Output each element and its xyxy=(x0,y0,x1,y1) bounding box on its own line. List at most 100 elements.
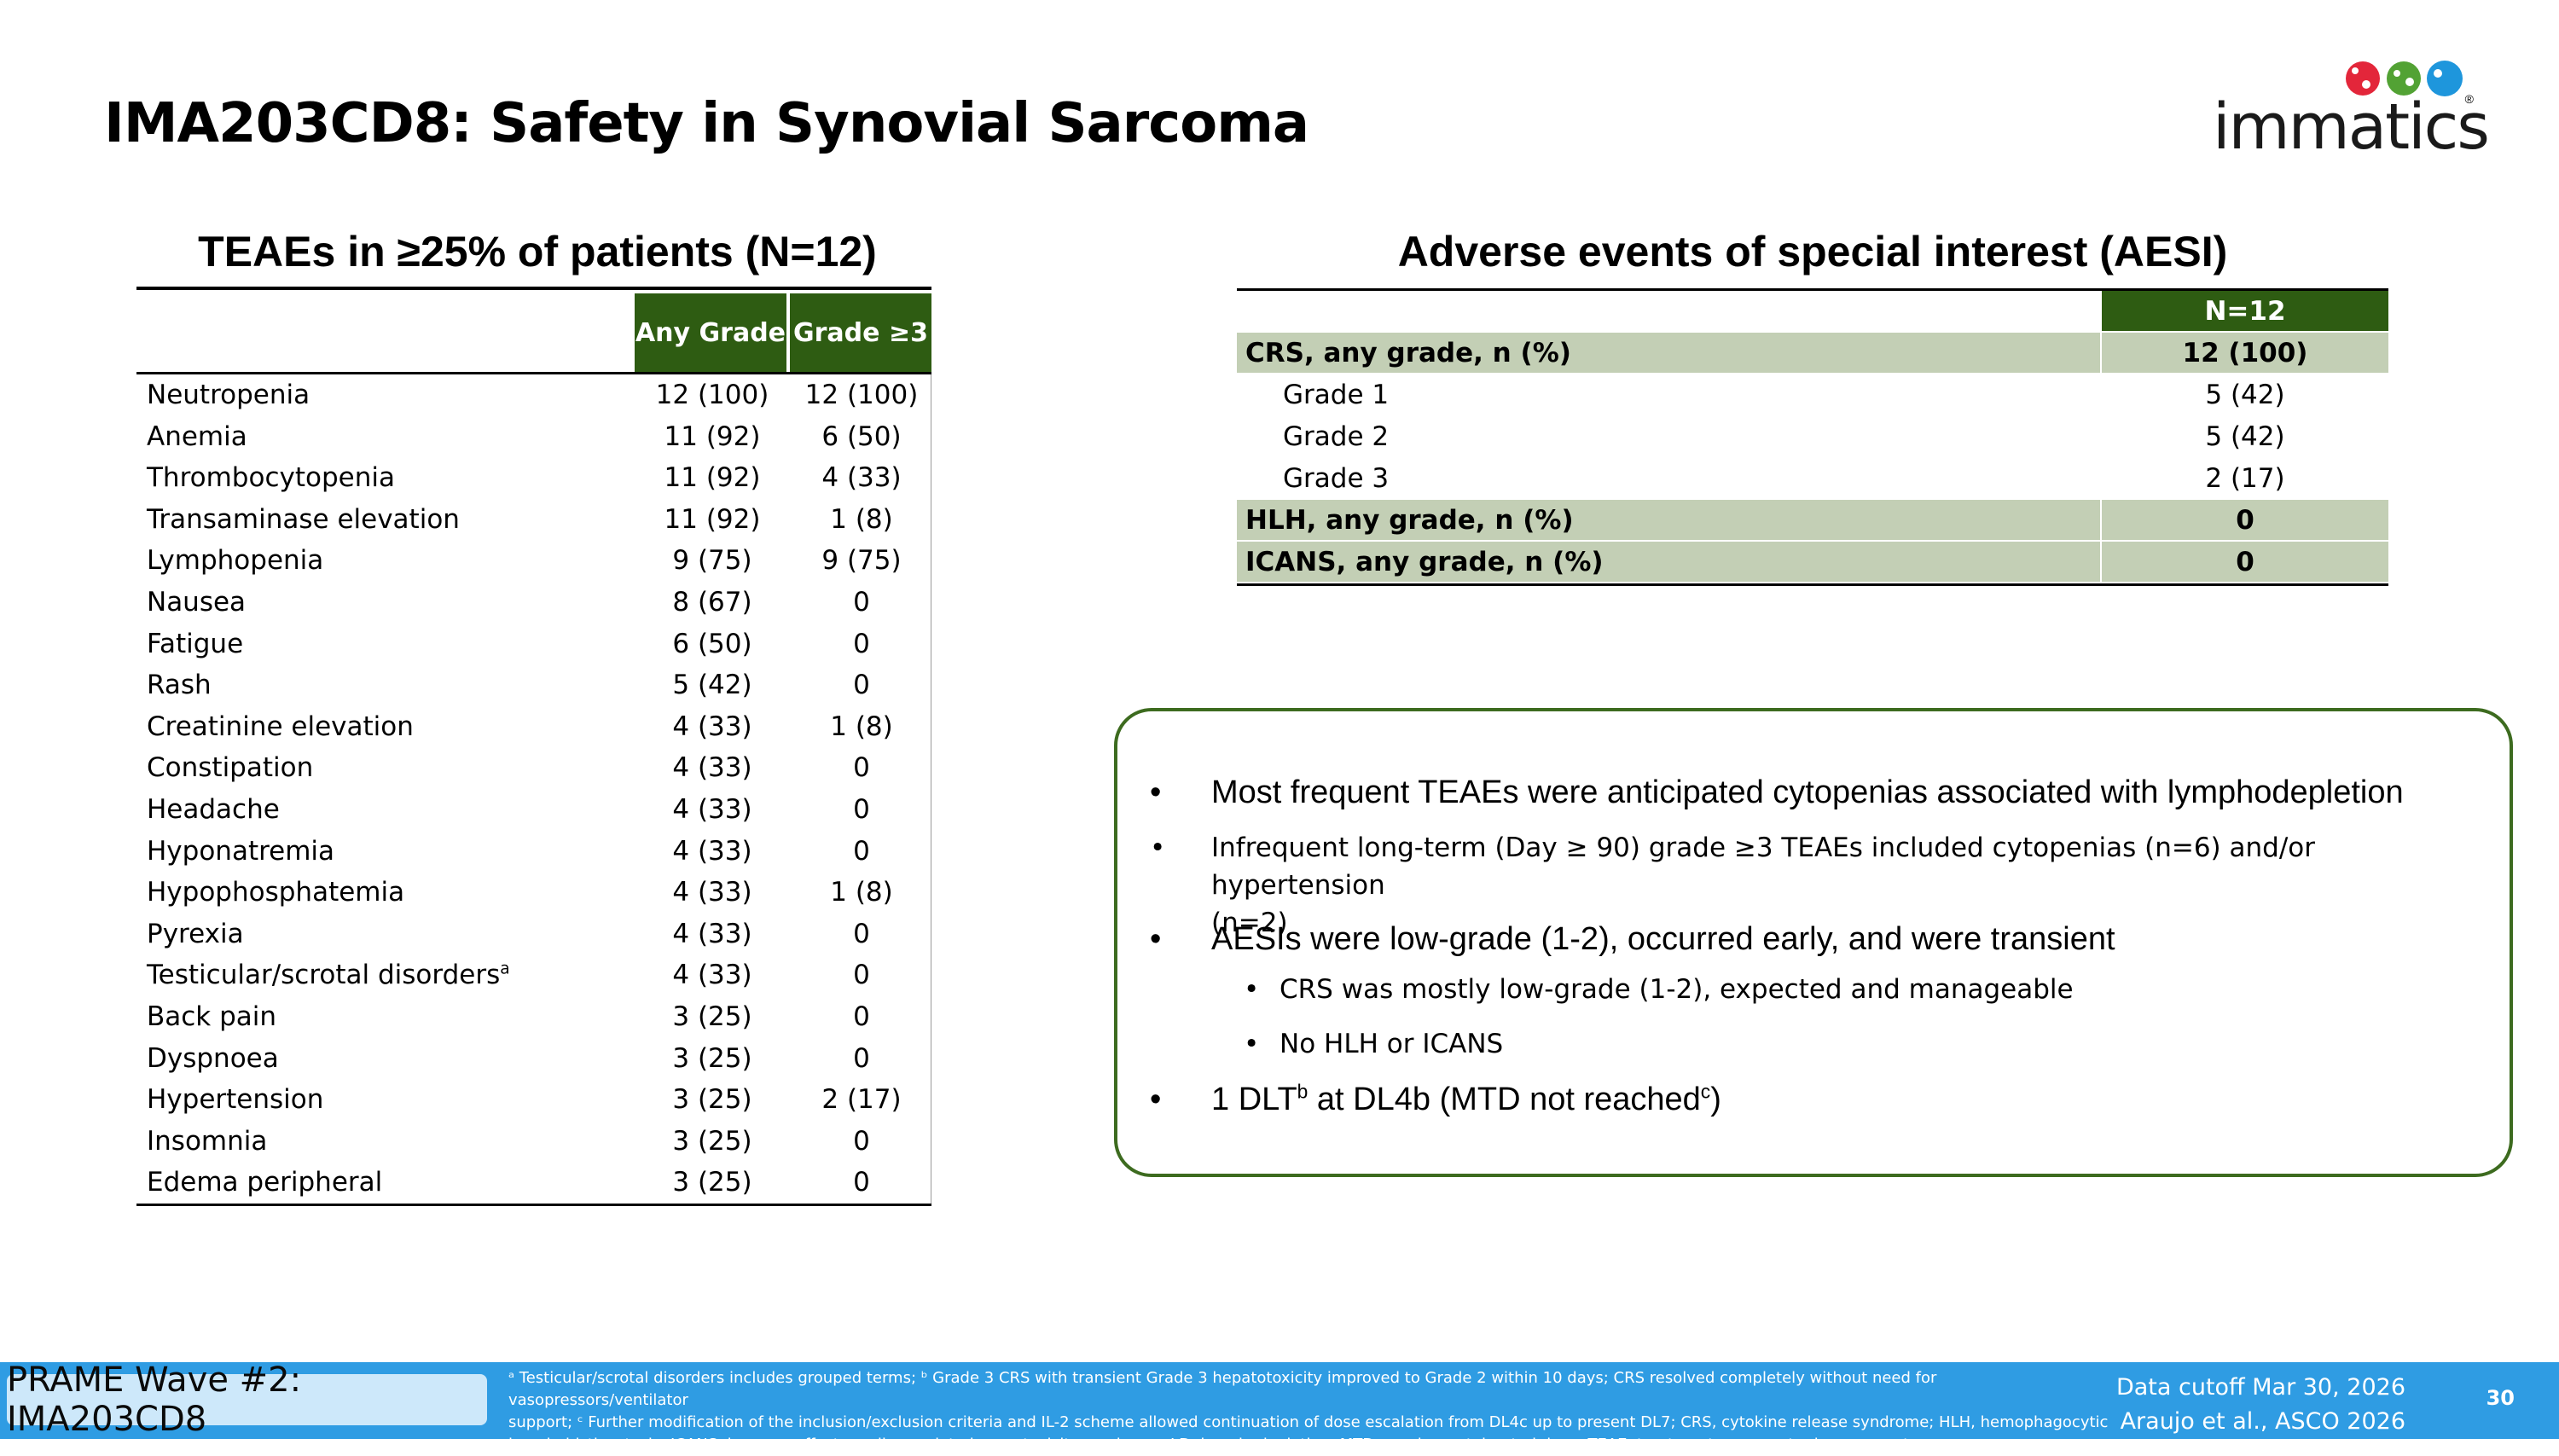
sub-bullet-text: CRS was mostly low-grade (1-2), expected… xyxy=(1280,974,2074,1005)
any-grade-value: 11 (92) xyxy=(664,462,761,494)
key-findings-box: • Most frequent TEAEs were anticipated c… xyxy=(1114,708,2513,1177)
ae-name-text: Nausea xyxy=(147,586,247,618)
table-row: Lymphopenia 9 (75) 9 (75) xyxy=(136,540,931,582)
ae-name: Insomnia xyxy=(147,1126,267,1157)
ae-name-text: Rash xyxy=(147,670,212,701)
any-grade-value: 5 (42) xyxy=(672,670,752,701)
immatics-logo: immatics ® xyxy=(2209,53,2490,164)
grade3-value: 0 xyxy=(853,670,870,701)
grade3-value: 0 xyxy=(853,1001,870,1032)
ae-name-text: Anemia xyxy=(147,421,247,452)
table-bottom-rule xyxy=(136,1203,931,1206)
any-grade-value: 4 (33) xyxy=(672,877,752,908)
bullet-icon: • xyxy=(1150,921,1162,957)
bullet-icon: • xyxy=(1244,974,1260,1005)
row-label: Grade 3 xyxy=(1283,463,1390,494)
ae-name-text: Hyponatremia xyxy=(147,835,335,867)
ae-name-text: Headache xyxy=(147,793,280,825)
aesi-table: N=12 CRS, any grade, n (%) 12 (100) Grad… xyxy=(1237,288,2388,586)
table-row: Thrombocytopenia 11 (92) 4 (33) xyxy=(136,457,931,499)
ae-name-text: Lymphopenia xyxy=(147,545,324,577)
bullet-icon: • xyxy=(1150,832,1166,863)
col-header-grade-3: Grade ≥3 xyxy=(790,293,931,372)
row-value: 5 (42) xyxy=(2100,374,2388,415)
table-row: Testicular/scrotal disordersa 4 (33) 0 xyxy=(136,954,931,996)
citation: Araujo et al., ASCO 2026 xyxy=(2120,1408,2405,1435)
ae-name: Lymphopenia xyxy=(147,545,323,576)
ae-name: Fatigue xyxy=(147,629,243,659)
any-grade-value: 6 (50) xyxy=(672,628,752,659)
any-grade-value: 3 (25) xyxy=(672,1084,752,1116)
ae-name: Hypertension xyxy=(147,1084,323,1115)
ae-name: Nausea xyxy=(147,587,246,618)
ae-name: Edema peripheral xyxy=(147,1167,382,1198)
table-row: Constipation 4 (33) 0 xyxy=(136,747,931,789)
dl4b-text: at DL4b (MTD not reached xyxy=(1308,1082,1701,1117)
grade3-value: 0 xyxy=(853,586,870,618)
ae-name: Neutropenia xyxy=(147,380,310,410)
grade3-value: 1 (8) xyxy=(830,877,893,908)
table-top-rule xyxy=(136,287,931,290)
footnote-marker: a xyxy=(500,960,510,978)
ae-name: Transaminase elevation xyxy=(147,504,460,535)
table-top-rule xyxy=(1237,288,2388,291)
ae-name: Creatinine elevation xyxy=(147,711,414,742)
data-cutoff: Data cutoff Mar 30, 2026 Araujo et al., … xyxy=(2116,1371,2405,1439)
bullet-text: 1 DLTb at DL4b (MTD not reachedc) xyxy=(1211,1082,1721,1118)
any-grade-value: 12 (100) xyxy=(655,380,769,410)
any-grade-value: 4 (33) xyxy=(672,711,752,742)
section-badge: PRAME Wave #2: IMA203CD8 xyxy=(7,1360,487,1439)
grade3-value: 2 (17) xyxy=(821,1084,902,1116)
bullet-icon: • xyxy=(1150,1082,1162,1117)
bullet-text: AESIs were low-grade (1-2), occurred ear… xyxy=(1211,921,2115,957)
teae-table: Any Grade Grade ≥3 Neutropenia 12 (100) 12… xyxy=(136,287,931,1206)
table-row: Pyrexia 4 (33) 0 xyxy=(136,914,931,955)
ae-name: Dyspnoea xyxy=(147,1043,279,1074)
table-row: Hypertension 3 (25) 2 (17) xyxy=(136,1079,931,1121)
ae-name-text: Neutropenia xyxy=(147,380,310,410)
row-value: 0 xyxy=(2100,542,2388,582)
table-row: Rash 5 (42) 0 xyxy=(136,664,931,706)
any-grade-value: 4 (33) xyxy=(672,793,752,825)
ae-name: Testicular/scrotal disordersa xyxy=(147,960,510,990)
ae-name: Back pain xyxy=(147,1001,276,1032)
table-row: Back pain 3 (25) 0 xyxy=(136,996,931,1038)
footnote-line: support; ᶜ Further modification of the i… xyxy=(508,1413,2109,1431)
ae-name-text: Creatinine elevation xyxy=(147,711,414,742)
table-row: ICANS, any grade, n (%) 0 xyxy=(1237,542,2388,583)
ae-name-text: Constipation xyxy=(147,752,314,784)
footnote-c-marker: c xyxy=(1700,1080,1711,1103)
table-row: Grade 2 5 (42) xyxy=(1237,416,2388,458)
table-row: Anemia 11 (92) 6 (50) xyxy=(136,416,931,458)
any-grade-value: 4 (33) xyxy=(672,960,752,991)
grade3-value: 6 (50) xyxy=(821,421,902,452)
table-bottom-rule xyxy=(1237,583,2388,586)
any-grade-value: 4 (33) xyxy=(672,835,752,867)
table-row: Fatigue 6 (50) 0 xyxy=(136,624,931,665)
footer-bar: PRAME Wave #2: IMA203CD8 ᵃ Testicular/sc… xyxy=(0,1360,2559,1453)
ae-name: Constipation xyxy=(147,752,313,783)
table-row: HLH, any grade, n (%) 0 xyxy=(1237,500,2388,542)
logo-dots-icon xyxy=(2346,61,2463,96)
bullet-text: Most frequent TEAEs were anticipated cyt… xyxy=(1211,774,2404,810)
table-row: Creatinine elevation 4 (33) 1 (8) xyxy=(136,706,931,748)
row-label: HLH, any grade, n (%) xyxy=(1245,505,1574,536)
row-value: 2 (17) xyxy=(2100,458,2388,498)
table-row: Hypophosphatemia 4 (33) 1 (8) xyxy=(136,872,931,914)
aesi-table-heading: Adverse events of special interest (AESI… xyxy=(1397,228,2228,276)
ae-name: Headache xyxy=(147,794,280,825)
row-value: 5 (42) xyxy=(2100,416,2388,456)
row-value: 0 xyxy=(2100,500,2388,540)
dlt-text: 1 DLT xyxy=(1211,1082,1297,1117)
grade3-value: 1 (8) xyxy=(830,503,893,535)
grade3-value: 12 (100) xyxy=(804,380,919,410)
footnotes: ᵃ Testicular/scrotal disorders includes … xyxy=(508,1367,2112,1456)
sub-bullet-text: No HLH or ICANS xyxy=(1280,1029,1504,1059)
any-grade-value: 3 (25) xyxy=(672,1001,752,1032)
table-row: Transaminase elevation 11 (92) 1 (8) xyxy=(136,499,931,541)
logo-registered-mark: ® xyxy=(2464,92,2474,106)
table-row: CRS, any grade, n (%) 12 (100) xyxy=(1237,333,2388,374)
bullet-text-line2: (n=2) xyxy=(1211,908,1288,938)
any-grade-value: 11 (92) xyxy=(664,421,761,452)
any-grade-value: 3 (25) xyxy=(672,1042,752,1074)
